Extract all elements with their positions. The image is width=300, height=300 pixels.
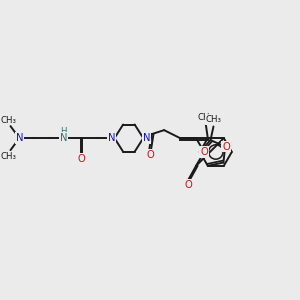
Text: N: N	[108, 133, 115, 143]
Text: O: O	[184, 180, 192, 190]
Text: O: O	[222, 142, 230, 152]
Text: H: H	[60, 127, 67, 136]
Text: O: O	[78, 154, 86, 164]
Text: N: N	[16, 133, 23, 143]
Text: O: O	[200, 147, 208, 157]
Text: O: O	[146, 150, 154, 160]
Text: CH₃: CH₃	[198, 113, 214, 122]
Text: CH₃: CH₃	[206, 115, 221, 124]
Text: CH₃: CH₃	[1, 152, 16, 160]
Text: N: N	[142, 133, 150, 143]
Text: CH₃: CH₃	[1, 116, 16, 125]
Text: N: N	[60, 133, 67, 143]
